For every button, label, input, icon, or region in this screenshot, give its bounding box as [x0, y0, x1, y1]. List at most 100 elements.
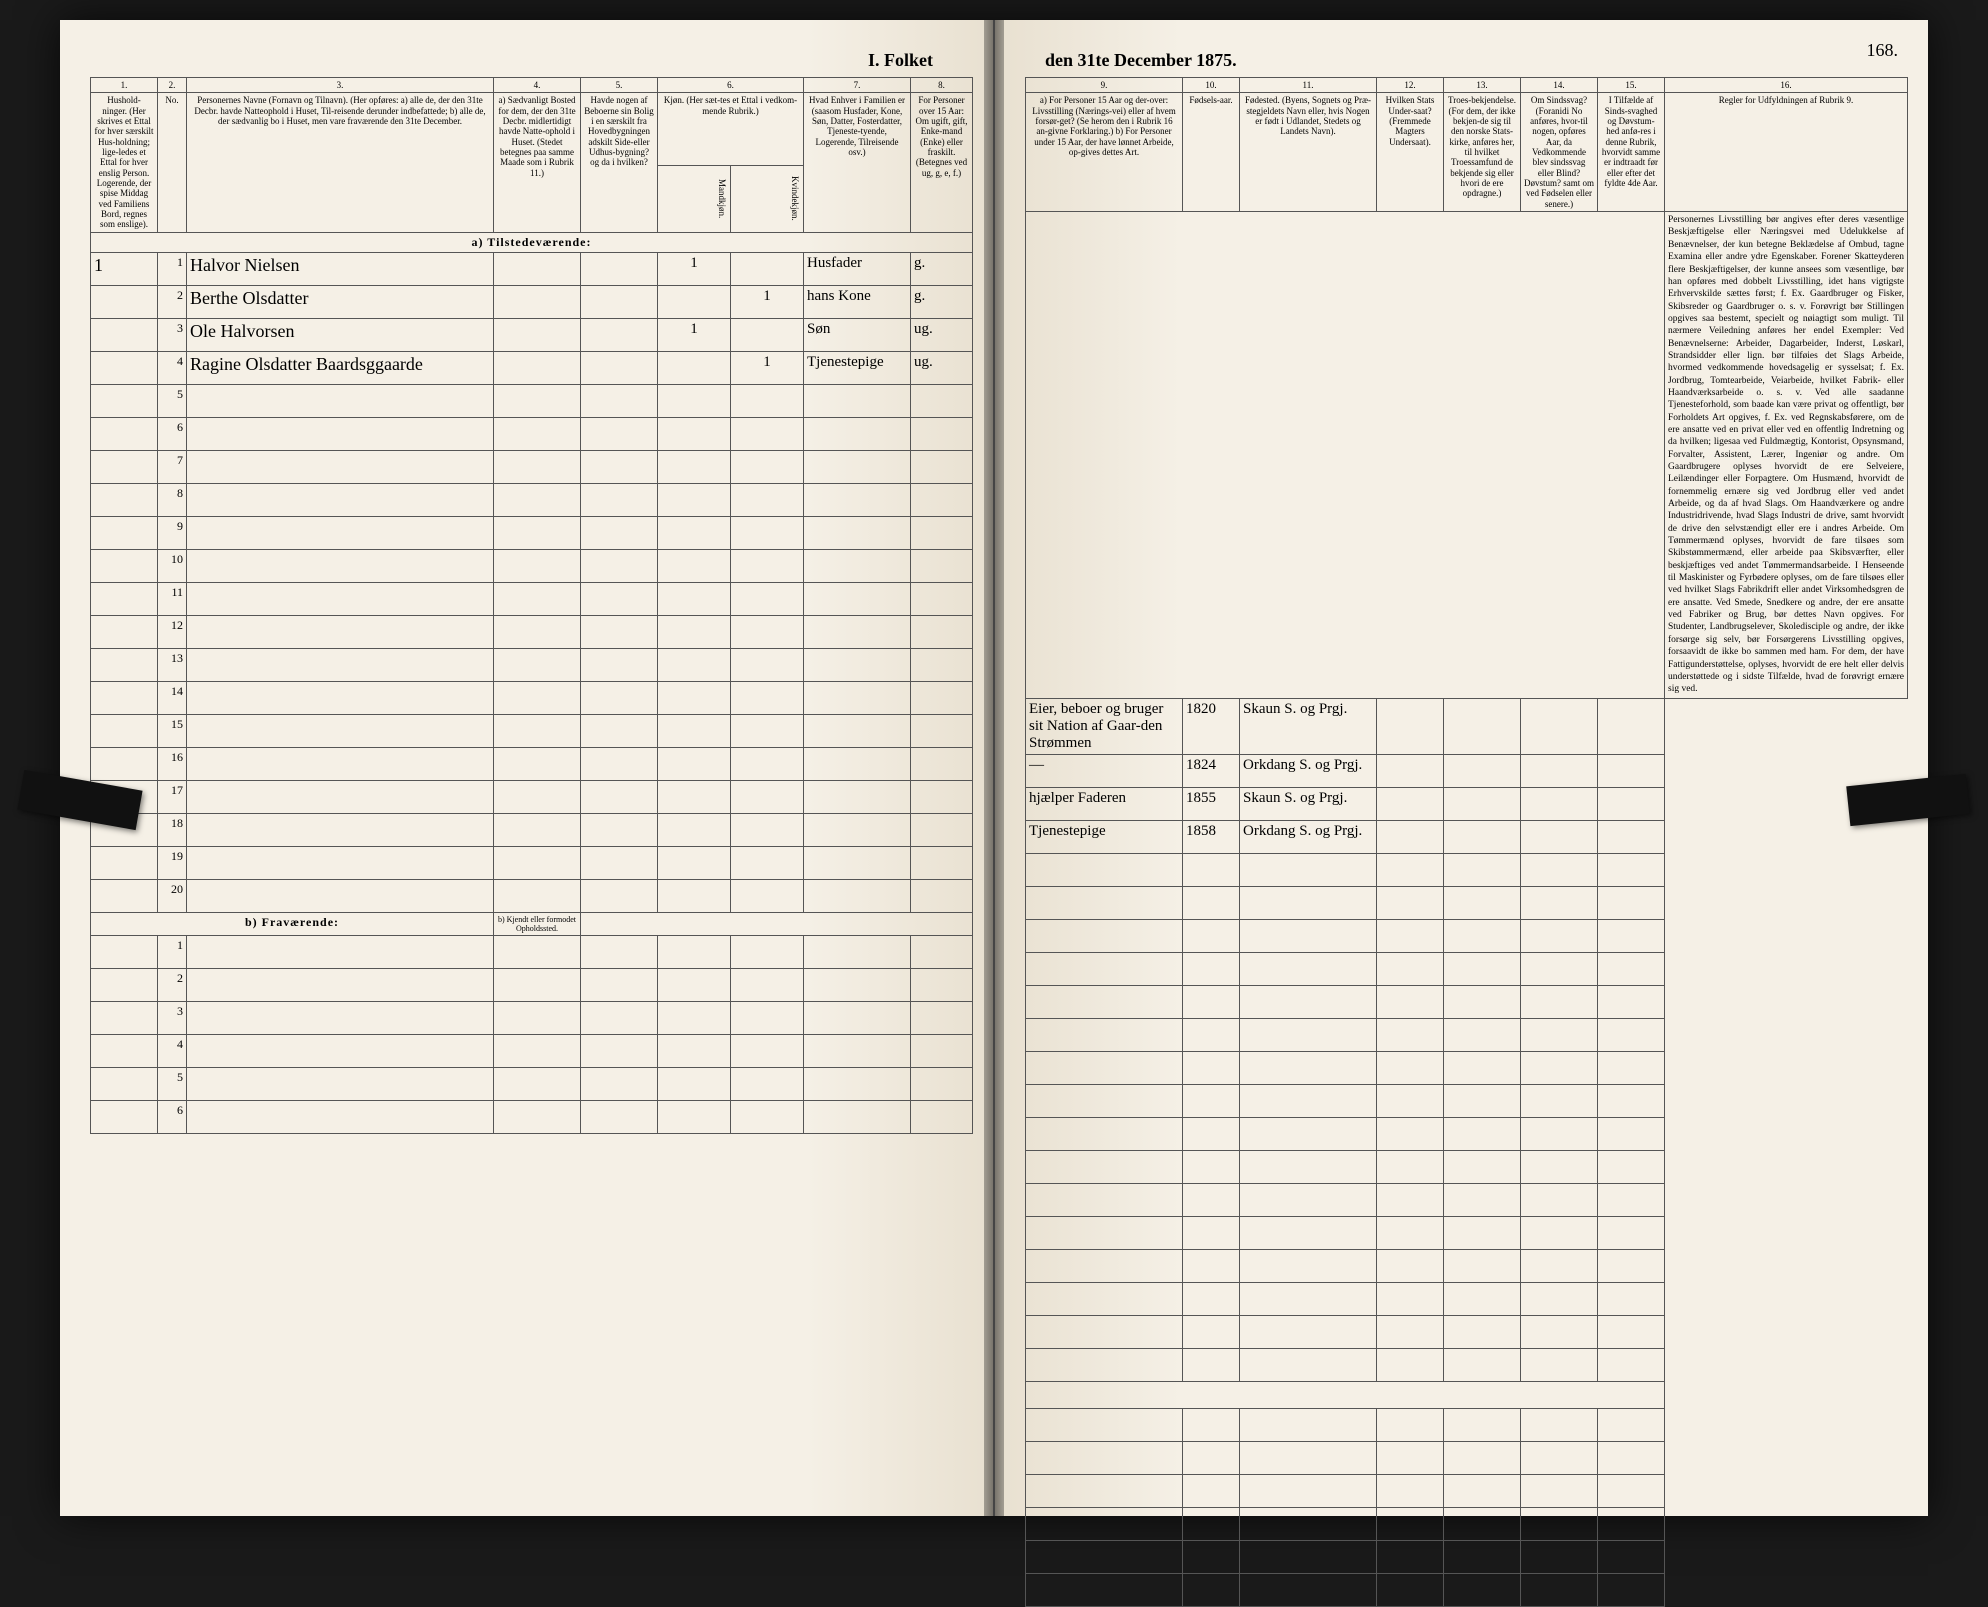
col-9: 9.: [1026, 78, 1183, 93]
head-8: For Personer over 15 Aar: Om ugift, gift…: [911, 93, 973, 232]
table-row: 14: [91, 681, 973, 714]
table-row: 6: [91, 417, 973, 450]
cell-year: 1824: [1183, 754, 1240, 787]
cell-place: Orkdang S. og Prgj.: [1240, 820, 1377, 853]
cell-kk: [731, 252, 804, 285]
table-row: Eier, beboer og bruger sit Nation af Gaa…: [1026, 698, 1908, 754]
col-8: 8.: [911, 78, 973, 93]
table-row: 4: [91, 1034, 973, 1067]
table-row: 1: [91, 935, 973, 968]
table-row: 15: [91, 714, 973, 747]
cell-name: Berthe Olsdatter: [187, 285, 494, 318]
cell-rownum: 2: [158, 285, 187, 318]
cell-rownum: 3: [158, 318, 187, 351]
head-9: a) For Personer 15 Aar og der-over: Livs…: [1026, 93, 1183, 212]
head-15: I Tilfælde af Sinds-svaghed og Døvstum-h…: [1598, 93, 1665, 212]
cell-name: Ragine Olsdatter Baardsggaarde: [187, 351, 494, 384]
table-row: [1026, 1216, 1908, 1249]
table-row: 7: [91, 450, 973, 483]
cell-rel: Søn: [804, 318, 911, 351]
cell-civ: g.: [911, 252, 973, 285]
table-row: —1824Orkdang S. og Prgj.: [1026, 754, 1908, 787]
table-row: [1026, 1441, 1908, 1474]
fravar-col4: b) Kjendt eller formodet Opholdssted.: [494, 912, 581, 935]
cell-mk: [658, 285, 731, 318]
table-row: [1026, 1150, 1908, 1183]
cell-rel: Husfader: [804, 252, 911, 285]
head-4: a) Sædvanligt Bosted for dem, der den 31…: [494, 93, 581, 232]
cell-occ: Eier, beboer og bruger sit Nation af Gaa…: [1026, 698, 1183, 754]
head-2: No.: [158, 93, 187, 232]
table-row: [1026, 1249, 1908, 1282]
table-row: [1026, 853, 1908, 886]
col-1: 1.: [91, 78, 158, 93]
ledger-table-right: 9. 10. 11. 12. 13. 14. 15. 16. a) For Pe…: [1025, 77, 1908, 1607]
head-1: Hushold- ninger. (Her skrives et Ettal f…: [91, 93, 158, 232]
table-row: [1026, 1117, 1908, 1150]
col-2: 2.: [158, 78, 187, 93]
cell-kk: 1: [731, 351, 804, 384]
table-row: 4Ragine Olsdatter Baardsggaarde1Tjeneste…: [91, 351, 973, 384]
head-10: Fødsels-aar.: [1183, 93, 1240, 212]
table-row: 9: [91, 516, 973, 549]
head-11: Fødested. (Byens, Sognets og Præ-stegjel…: [1240, 93, 1377, 212]
cell-mk: [658, 351, 731, 384]
table-row: [1026, 1408, 1908, 1441]
cell-kk: [731, 318, 804, 351]
head-6: Kjøn. (Her sæt-tes et Ettal i vedkom-men…: [658, 93, 804, 165]
table-row: 8: [91, 483, 973, 516]
cell-rownum: 1: [158, 252, 187, 285]
cell-mk: 1: [658, 252, 731, 285]
header-title-left: I. Folket: [90, 50, 973, 71]
cell-civ: ug.: [911, 318, 973, 351]
table-row: 18: [91, 813, 973, 846]
cell-hh: 1: [91, 252, 158, 285]
table-row: [1026, 1315, 1908, 1348]
cell-kk: 1: [731, 285, 804, 318]
head-7: Hvad Enhver i Familien er (saasom Husfad…: [804, 93, 911, 232]
table-row: 5: [91, 1067, 973, 1100]
table-row: [1026, 1474, 1908, 1507]
head-6a: Mandkjøn.: [658, 165, 731, 232]
table-row: 12: [91, 615, 973, 648]
cell-year: 1820: [1183, 698, 1240, 754]
col-15: 15.: [1598, 78, 1665, 93]
col-16: 16.: [1665, 78, 1908, 93]
cell-name: Halvor Nielsen: [187, 252, 494, 285]
table-row: 2: [91, 968, 973, 1001]
cell-year: 1858: [1183, 820, 1240, 853]
cell-mk: 1: [658, 318, 731, 351]
cell-place: Skaun S. og Prgj.: [1240, 787, 1377, 820]
head-6b: Kvindekjøn.: [731, 165, 804, 232]
cell-hh: [91, 351, 158, 384]
table-row: hjælper Faderen1855Skaun S. og Prgj.: [1026, 787, 1908, 820]
table-row: [1026, 985, 1908, 1018]
table-row: 3: [91, 1001, 973, 1034]
col-4: 4.: [494, 78, 581, 93]
table-row: [1026, 1282, 1908, 1315]
table-row: [1026, 1084, 1908, 1117]
table-row: [1026, 1348, 1908, 1381]
col-12: 12.: [1377, 78, 1444, 93]
table-row: 10: [91, 549, 973, 582]
cell-place: Orkdang S. og Prgj.: [1240, 754, 1377, 787]
section-fravar: b) Fraværende:: [91, 912, 494, 935]
table-row: [1026, 1183, 1908, 1216]
table-row: [1026, 952, 1908, 985]
table-row: Tjenestepige1858Orkdang S. og Prgj.: [1026, 820, 1908, 853]
table-row: [1026, 1573, 1908, 1606]
table-row: 16: [91, 747, 973, 780]
col-10: 10.: [1183, 78, 1240, 93]
ledger-table-left: 1. 2. 3. 4. 5. 6. 7. 8. Hushold- ninger.…: [90, 77, 973, 1134]
instructions: Personernes Livsstilling bør angives eft…: [1665, 212, 1908, 698]
cell-civ: ug.: [911, 351, 973, 384]
col-7: 7.: [804, 78, 911, 93]
right-page: 168. den 31te December 1875. 9. 10. 11. …: [995, 20, 1928, 1516]
table-row: 13: [91, 648, 973, 681]
table-row: 17: [91, 780, 973, 813]
cell-rownum: 4: [158, 351, 187, 384]
cell-civ: g.: [911, 285, 973, 318]
head-5: Havde nogen af Beboerne sin Bolig i en s…: [581, 93, 658, 232]
col-14: 14.: [1521, 78, 1598, 93]
table-row: 2Berthe Olsdatter1hans Koneg.: [91, 285, 973, 318]
